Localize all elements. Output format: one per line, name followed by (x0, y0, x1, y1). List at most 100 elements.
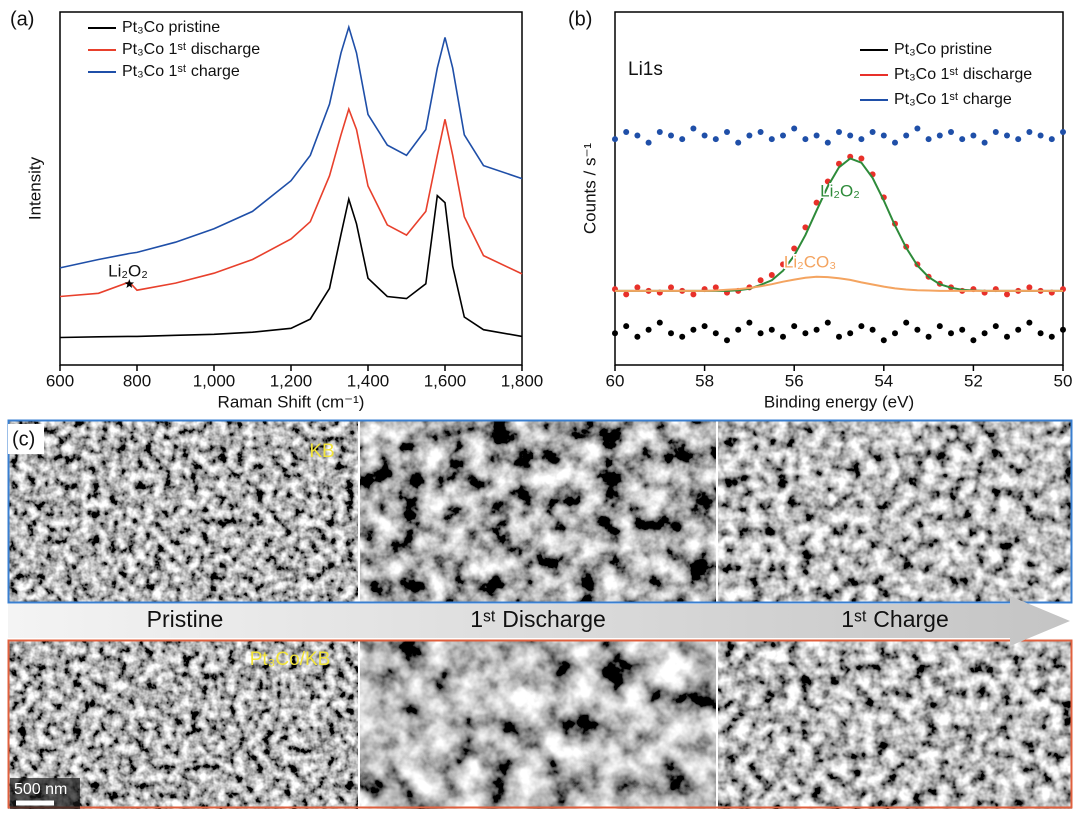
data-point (679, 136, 685, 142)
legend-label: Pt₃Co 1ˢᵗ charge (122, 63, 240, 80)
data-point (1060, 129, 1066, 135)
scale-label: 500 nm (14, 781, 67, 798)
data-point (791, 323, 797, 329)
data-point (623, 323, 629, 329)
data-point (657, 129, 663, 135)
data-point (858, 136, 864, 142)
data-point (993, 129, 999, 135)
x-tick-label: 52 (964, 371, 983, 390)
data-point (612, 330, 618, 336)
data-point (1049, 334, 1055, 340)
data-point (903, 320, 909, 326)
data-point (657, 320, 663, 326)
figure: (c) Pristine 1ˢᵗ Discharge 1ˢᵗ Charge KB… (0, 0, 1074, 809)
fit-label: Li₂O₂ (820, 181, 860, 200)
sem-panel: (c) Pristine 1ˢᵗ Discharge 1ˢᵗ Charge KB… (8, 420, 1072, 809)
x-tick-label: 1,000 (193, 371, 236, 390)
data-point (702, 323, 708, 329)
data-point (634, 133, 640, 139)
data-point (646, 140, 652, 146)
data-point (780, 334, 786, 340)
data-point (746, 133, 752, 139)
data-point (690, 125, 696, 131)
data-point (668, 330, 674, 336)
data-point (948, 129, 954, 135)
x-tick-label: 56 (785, 371, 804, 390)
row-label: Pt₃Co/KB (250, 649, 331, 670)
data-point (1060, 327, 1066, 333)
data-point (713, 330, 719, 336)
data-point (668, 284, 674, 290)
data-point (903, 133, 909, 139)
stage-label: 1ˢᵗ Charge (841, 606, 949, 632)
data-point (1004, 291, 1010, 297)
data-point (814, 133, 820, 139)
data-point (634, 284, 640, 290)
data-point (870, 327, 876, 333)
data-point (914, 327, 920, 333)
data-point (802, 136, 808, 142)
data-point (769, 272, 775, 278)
x-tick-label: 600 (46, 371, 74, 390)
sem-image (360, 420, 716, 603)
data-point (825, 140, 831, 146)
data-point (1038, 330, 1044, 336)
data-point (937, 133, 943, 139)
data-point (881, 337, 887, 343)
data-point (892, 330, 898, 336)
x-tick-label: 800 (123, 371, 151, 390)
sem-image (360, 640, 716, 809)
data-point (634, 334, 640, 340)
data-point (982, 140, 988, 146)
fit-curve (615, 159, 1063, 291)
legend-label: Pt₃Co pristine (894, 41, 992, 58)
data-point (612, 136, 618, 142)
data-point (970, 133, 976, 139)
data-point (724, 337, 730, 343)
x-tick-label: 54 (874, 371, 893, 390)
annotation: Li₂O₂ (108, 261, 148, 280)
x-axis-title: Binding energy (eV) (764, 392, 914, 411)
data-point (735, 327, 741, 333)
data-point (1038, 133, 1044, 139)
data-point (881, 133, 887, 139)
y-axis-title: Intensity (25, 156, 44, 220)
sem-image (718, 420, 1072, 603)
data-point (702, 133, 708, 139)
data-point (926, 136, 932, 142)
data-point (926, 334, 932, 340)
data-point (870, 129, 876, 135)
data-point (892, 140, 898, 146)
data-point (780, 133, 786, 139)
data-point (993, 323, 999, 329)
x-axis-title: Raman Shift (cm⁻¹) (218, 392, 365, 411)
data-point (623, 291, 629, 297)
data-point (1026, 129, 1032, 135)
panel-label: (b) (568, 8, 592, 30)
data-point (825, 320, 831, 326)
data-point (1004, 133, 1010, 139)
data-point (690, 291, 696, 297)
annotation: Li1s (628, 59, 663, 80)
x-tick-label: 58 (695, 371, 714, 390)
data-point (1049, 136, 1055, 142)
legend-label: Pt₃Co 1ˢᵗ discharge (894, 66, 1032, 83)
data-point (914, 125, 920, 131)
data-point (937, 323, 943, 329)
data-point (847, 330, 853, 336)
data-point (758, 277, 764, 283)
legend-label: Pt₃Co 1ˢᵗ discharge (122, 41, 260, 58)
x-tick-label: 1,600 (424, 371, 467, 390)
data-point (847, 133, 853, 139)
x-tick-label: 1,800 (501, 371, 544, 390)
data-point (836, 334, 842, 340)
data-point (858, 323, 864, 329)
panel-label: (a) (10, 8, 34, 30)
data-point (1026, 284, 1032, 290)
data-point (970, 337, 976, 343)
data-point (690, 327, 696, 333)
data-point (724, 129, 730, 135)
legend-label: Pt₃Co pristine (122, 19, 220, 36)
stage-label: 1ˢᵗ Discharge (470, 606, 606, 632)
data-point (982, 330, 988, 336)
